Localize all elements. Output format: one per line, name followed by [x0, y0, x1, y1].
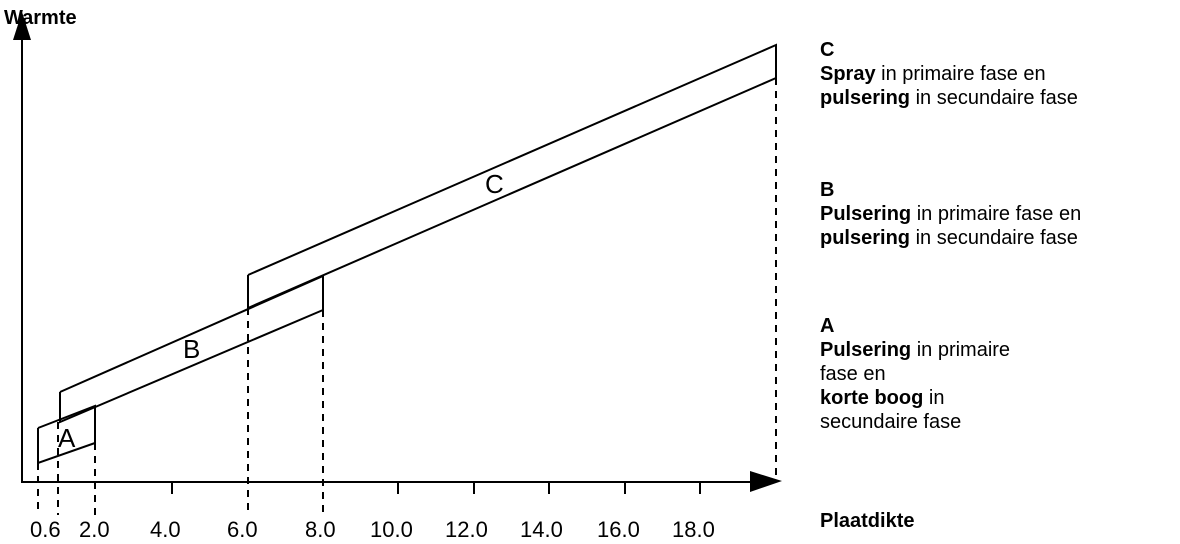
band-label-c: C [485, 169, 504, 199]
tick-label: 18.0 [672, 517, 715, 542]
legend-text: in secundaire fase [820, 387, 962, 433]
legend-line: Pulsering in primaire fase en [820, 202, 1170, 226]
legend-key: C [820, 39, 835, 61]
legend-bold: pulsering [820, 87, 911, 109]
legend-bold: pulsering [820, 227, 911, 249]
legend-key: A [820, 315, 835, 337]
band-b [59, 274, 324, 424]
tick-label: 10.0 [370, 517, 413, 542]
legend-bold: Pulsering [820, 203, 912, 225]
legend-line: pulsering in secundaire fase [820, 86, 1170, 110]
y-axis-arrow [13, 12, 31, 40]
band-label-a: A [58, 423, 76, 453]
legend-line: pulsering in secundaire fase [820, 226, 1170, 250]
tick-label: 16.0 [597, 517, 640, 542]
legend-line: Pulsering in primaire fase en [820, 338, 1020, 386]
legend-text: in primaire fase en [911, 203, 1082, 225]
tick-label: 14.0 [520, 517, 563, 542]
legend-b: B Pulsering in primaire fase en pulserin… [820, 178, 1170, 250]
tick-label: 12.0 [445, 517, 488, 542]
legend-text: in primaire fase en [820, 339, 1011, 385]
legend-text: in secundaire fase [910, 87, 1078, 109]
legend-c: C Spray in primaire fase en pulsering in… [820, 38, 1170, 110]
tick-label: 4.0 [150, 517, 181, 542]
x-axis-title: Plaatdikte [820, 510, 915, 532]
legend-text: in secundaire fase [910, 227, 1078, 249]
legend-bold: Pulsering [820, 339, 912, 361]
tick-label: 8.0 [305, 517, 336, 542]
legend-bold: korte boog [820, 387, 924, 409]
legend-line: Spray in primaire fase en [820, 62, 1170, 86]
x-tick-labels: 0.6 2.0 4.0 6.0 8.0 10.0 12.0 14.0 16.0 … [30, 517, 715, 542]
band-a [37, 404, 96, 465]
legend-key: B [820, 179, 835, 201]
legend-line: korte boog in secundaire fase [820, 386, 1020, 434]
tick-label: 2.0 [79, 517, 110, 542]
legend-bold: Spray [820, 63, 876, 85]
band-label-b: B [183, 334, 200, 364]
y-axis-title: Warmte [4, 7, 77, 29]
legend-a: A Pulsering in primaire fase en korte bo… [820, 314, 1020, 434]
x-axis-arrow [750, 471, 782, 492]
band-c [247, 43, 777, 310]
x-ticks [171, 482, 701, 494]
dashed-guides [37, 78, 777, 515]
tick-label: 0.6 [30, 517, 61, 542]
tick-label: 6.0 [227, 517, 258, 542]
legend-text: in primaire fase en [875, 63, 1046, 85]
